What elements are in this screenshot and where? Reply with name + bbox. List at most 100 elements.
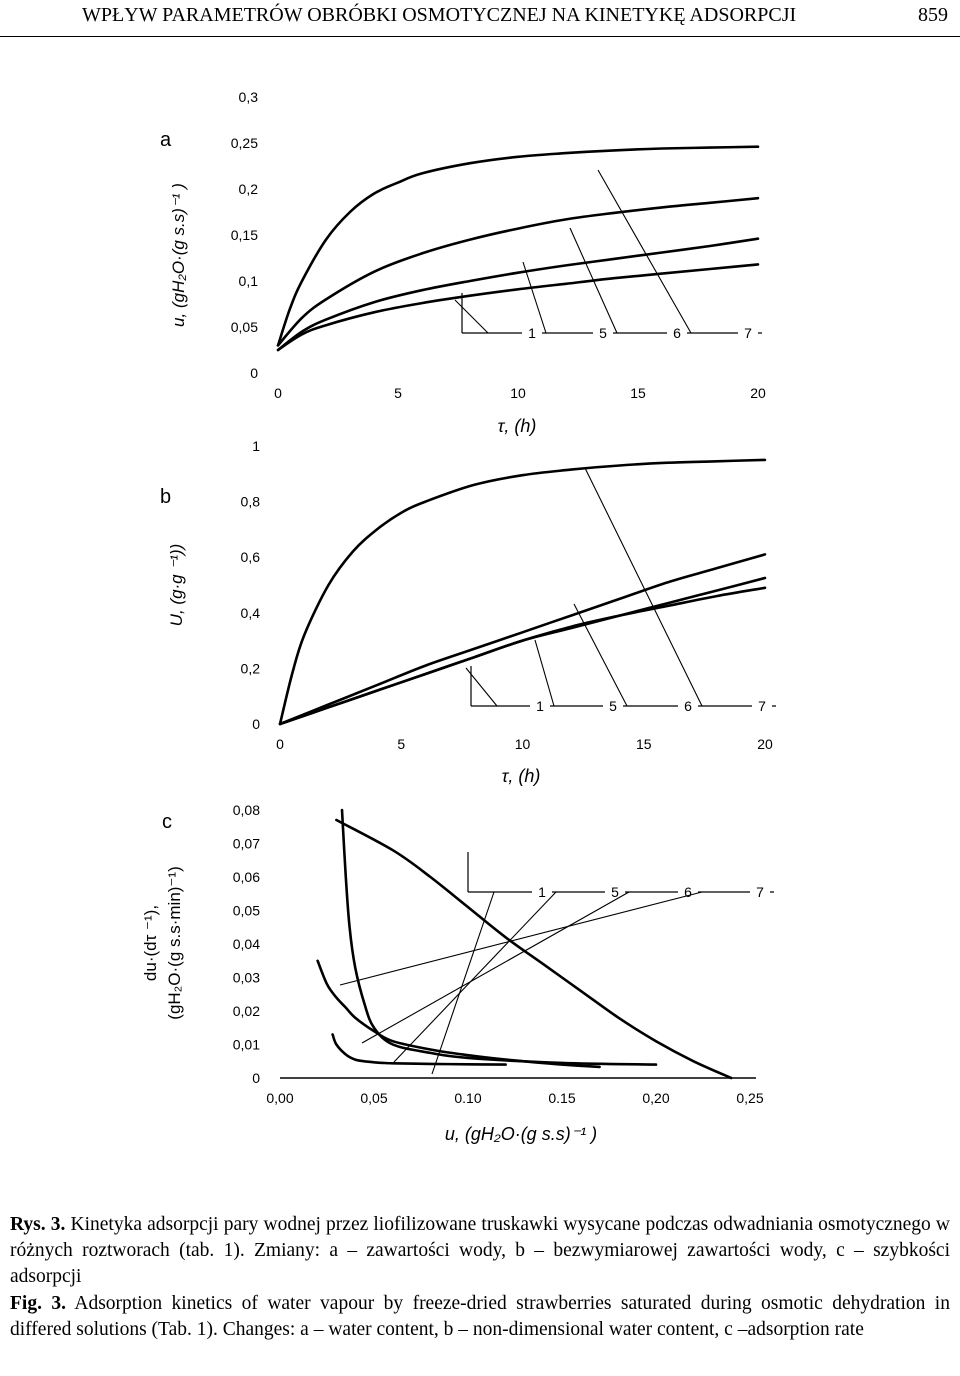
x-tick-label: 0: [274, 385, 282, 401]
panel-b-xlabel: τ, (h): [502, 766, 541, 786]
legend-leader-6: [573, 603, 628, 707]
legend-leader-6: [569, 227, 618, 334]
y-tick-label: 0,1: [239, 273, 259, 289]
panel-a-letter: a: [160, 129, 172, 151]
legend-leader-5: [534, 639, 555, 707]
panel-c-ylabel-line2: (gH₂O·(g s.s·min)⁻¹): [165, 866, 184, 1019]
legend-label-bg: [530, 696, 550, 716]
panel-c-xlabel: u, (gH₂O·(g s.s)⁻¹ ): [445, 1124, 597, 1144]
legend-label-6: 6: [684, 884, 692, 900]
legend-label-bg: [752, 696, 772, 716]
x-tick-label: 0,05: [360, 1090, 387, 1106]
legend-label-bg: [667, 323, 687, 343]
legend-leader-7: [584, 467, 703, 707]
legend-label-1: 1: [528, 325, 536, 341]
y-tick-label: 0,03: [233, 970, 260, 986]
x-tick-label: 10: [510, 385, 526, 401]
series-line-1: [276, 145, 760, 347]
y-tick-label: 0: [250, 365, 258, 381]
series-line-7: [340, 808, 658, 1066]
x-tick-label: 15: [630, 385, 646, 401]
caption-polish-label: Rys. 3.: [10, 1214, 66, 1235]
legend-leader-6: [361, 891, 630, 1044]
y-tick-label: 0,25: [231, 135, 258, 151]
panel-b-ylabel: U, (g·g ⁻¹)): [167, 544, 186, 627]
caption-english-label: Fig. 3.: [10, 1293, 67, 1314]
legend-label-bg: [738, 323, 758, 343]
series-line-6: [316, 959, 601, 1069]
x-tick-label: 10: [515, 736, 531, 752]
x-tick-label: 0.15: [548, 1090, 575, 1106]
figure-charts: a u, (gH₂O·(g s.s)⁻¹ ) τ, (h) b U, (g·g …: [141, 89, 776, 1144]
panel-b-letter: b: [160, 486, 171, 508]
y-tick-label: 0,4: [241, 605, 261, 621]
y-tick-label: 0,04: [233, 936, 260, 952]
legend-label-5: 5: [609, 698, 617, 714]
series-line-5: [278, 553, 767, 726]
running-title: WPŁYW PARAMETRÓW OBRÓBKI OSMOTYCZNEJ NA …: [82, 4, 797, 26]
legend-label-7: 7: [756, 884, 764, 900]
y-tick-label: 0,3: [239, 89, 259, 105]
page-number: 859: [918, 4, 948, 26]
series-line-1: [278, 458, 767, 726]
y-tick-label: 0,06: [233, 869, 260, 885]
y-tick-label: 0,15: [231, 227, 258, 243]
x-tick-label: 15: [636, 736, 652, 752]
caption-english: Fig. 3. Adsorption kinetics of water vap…: [10, 1291, 950, 1343]
legend-leader-1: [454, 299, 489, 334]
x-tick-label: 0.10: [454, 1090, 481, 1106]
y-tick-label: 0,2: [241, 660, 261, 676]
legend-label-bg: [532, 882, 552, 902]
legend-label-1: 1: [536, 698, 544, 714]
caption-english-text: Adsorption kinetics of water vapour by f…: [10, 1293, 950, 1340]
y-tick-label: 0,08: [233, 802, 260, 818]
series-line-7: [276, 263, 760, 352]
legend-label-1: 1: [538, 884, 546, 900]
legend-label-5: 5: [611, 884, 619, 900]
y-tick-label: 0,07: [233, 836, 260, 852]
x-tick-label: 20: [750, 385, 766, 401]
legend-label-bg: [678, 696, 698, 716]
x-tick-label: 5: [394, 385, 402, 401]
x-tick-label: 20: [757, 736, 773, 752]
legend-label-5: 5: [599, 325, 607, 341]
y-tick-label: 0,8: [241, 494, 261, 510]
x-tick-label: 0,25: [736, 1090, 763, 1106]
page-header: WPŁYW PARAMETRÓW OBRÓBKI OSMOTYCZNEJ NA …: [0, 0, 960, 40]
series-line-5: [276, 196, 760, 347]
panel-c-ylabel-line1: du·(dτ ⁻¹),: [141, 905, 160, 981]
legend-label-6: 6: [684, 698, 692, 714]
y-tick-label: 0,2: [239, 181, 259, 197]
series-line-5: [331, 1033, 507, 1066]
legend-label-bg: [603, 696, 623, 716]
legend-label-bg: [522, 323, 542, 343]
y-tick-label: 0,05: [233, 903, 260, 919]
legend-label-7: 7: [744, 325, 752, 341]
x-tick-label: 0,00: [266, 1090, 293, 1106]
plot-layer: 00,050,10,150,20,250,30 5 10 15 201 5 6 700,20,…: [231, 89, 776, 1106]
figure-caption: Rys. 3. Kinetyka adsorpcji pary wodnej p…: [10, 1212, 950, 1344]
legend-label-bg: [593, 323, 613, 343]
legend-leader-5: [393, 891, 557, 1063]
y-tick-label: 0: [252, 716, 260, 732]
legend-label-bg: [750, 882, 770, 902]
x-tick-label: 5: [397, 736, 405, 752]
y-tick-label: 0,6: [241, 549, 261, 565]
panel-a-xlabel: τ, (h): [498, 416, 537, 436]
legend-leader-7: [597, 169, 692, 334]
legend-leader-7: [339, 891, 703, 986]
x-tick-label: 0,20: [642, 1090, 669, 1106]
panel-c-letter: c: [162, 811, 172, 833]
y-tick-label: 0: [252, 1070, 260, 1086]
caption-polish: Rys. 3. Kinetyka adsorpcji pary wodnej p…: [10, 1212, 950, 1290]
legend-leader-5: [522, 261, 547, 334]
y-tick-label: 1: [252, 438, 260, 454]
legend-leader-1: [431, 891, 495, 1075]
caption-polish-text: Kinetyka adsorpcji pary wodnej przez lio…: [10, 1214, 951, 1287]
series-line-6: [276, 237, 760, 352]
y-tick-label: 0,02: [233, 1003, 260, 1019]
x-tick-label: 0: [276, 736, 284, 752]
y-tick-label: 0,05: [231, 319, 258, 335]
y-tick-label: 0,01: [233, 1037, 260, 1053]
legend-leader-1: [465, 667, 498, 707]
